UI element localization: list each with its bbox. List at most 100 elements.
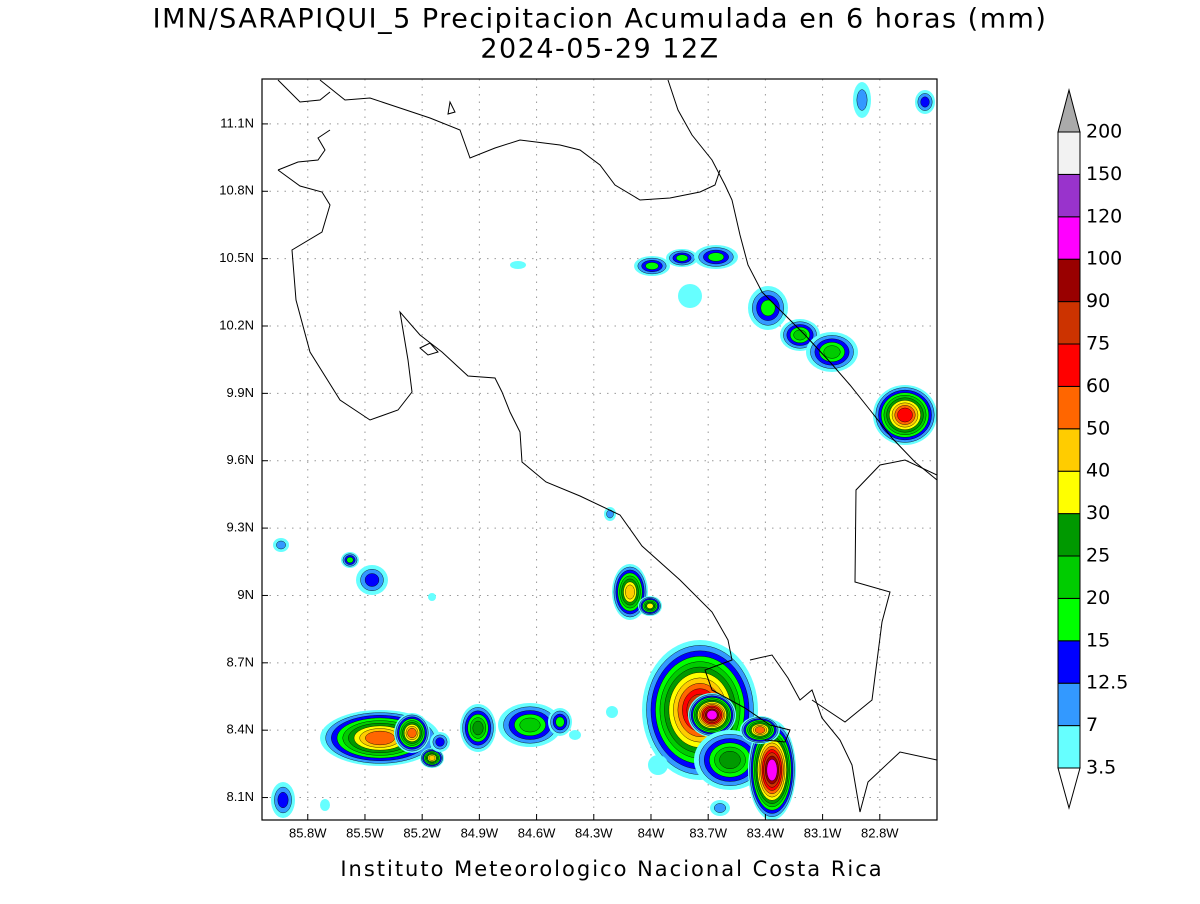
x-tick-label: 85.2W [403, 825, 441, 840]
colorbar-label: 150 [1086, 163, 1122, 185]
colorbar-label: 3.5 [1086, 757, 1116, 779]
title: IMN/SARAPIQUI_5 Precipitacion Acumulada … [153, 4, 1048, 35]
colorbar-under [1057, 767, 1081, 810]
subtitle: 2024-05-29 12Z [480, 34, 719, 65]
rain-cell [555, 716, 565, 728]
x-tick-label: 82.8W [861, 825, 899, 840]
x-tick-label: 84.3W [575, 825, 613, 840]
x-tick-label: 84W [638, 825, 665, 840]
rain-cell [365, 730, 395, 746]
rain-cell [707, 252, 725, 262]
rain-cell [645, 262, 659, 270]
rain-cell [754, 726, 766, 734]
x-tick-label: 83.4W [747, 825, 785, 840]
colorbar-box [1057, 470, 1081, 515]
colorbar-box [1057, 301, 1081, 345]
rain-cell [519, 717, 541, 733]
colorbar-label: 200 [1086, 121, 1122, 143]
grid [262, 79, 937, 820]
rain-cell [276, 540, 286, 550]
colorbar-box [1057, 597, 1081, 642]
coastline [667, 79, 937, 481]
colorbar-label: 100 [1086, 248, 1122, 270]
colorbar-box [1057, 428, 1081, 472]
rain-cell [760, 299, 776, 317]
rain-cell [346, 556, 354, 564]
y-tick-label: 9.6N [227, 452, 254, 467]
rain-cell [428, 755, 436, 761]
colorbar-label: 75 [1086, 333, 1110, 355]
rain-cell [428, 593, 436, 601]
colorbar-box [1057, 513, 1081, 557]
colorbar-box [1057, 258, 1081, 303]
x-tick-label: 83.1W [804, 825, 842, 840]
y-tick-label: 8.4N [227, 722, 254, 737]
rain-cell [676, 254, 689, 262]
coastline [319, 79, 721, 201]
rain-cell [678, 284, 702, 308]
colorbar-label: 50 [1086, 417, 1110, 439]
rain-cell [646, 603, 654, 609]
colorbar-over [1057, 88, 1081, 133]
rain-cell [706, 710, 718, 720]
colorbar-box [1057, 173, 1081, 218]
rain-cell [897, 407, 913, 423]
coastlines [277, 79, 937, 813]
rain-cell [472, 720, 484, 736]
x-tick-label: 83.7W [689, 825, 727, 840]
colorbar-box [1057, 131, 1081, 175]
y-tick-label: 9.3N [227, 520, 254, 535]
colorbar-label: 120 [1086, 205, 1122, 227]
colorbar-box [1057, 343, 1081, 387]
rain-cell [625, 584, 635, 600]
colorbar-label: 20 [1086, 587, 1110, 609]
x-tick-label: 85.8W [289, 825, 327, 840]
precipitation [271, 82, 937, 820]
colorbar-label: 15 [1086, 629, 1110, 651]
y-tick-label: 9N [237, 587, 254, 602]
colorbar-box [1057, 555, 1081, 599]
plot-frame [261, 78, 938, 821]
rain-cell [648, 755, 668, 775]
colorbar: 3.5 7 12.5 15 20 25 30 40 50 60 75 90 100 120 150 200 [1057, 88, 1128, 810]
y-tick-label: 10.8N [219, 183, 254, 198]
colorbar-box [1057, 640, 1081, 684]
coastline [749, 654, 937, 813]
rain-cell [766, 759, 778, 781]
rain-cell [277, 792, 289, 809]
x-tick-label: 85.5W [346, 825, 384, 840]
y-tick-label: 8.1N [227, 789, 254, 804]
rain-cell [856, 89, 868, 111]
coastline [811, 459, 937, 723]
coastline [277, 79, 791, 743]
y-tick-label: 10.5N [219, 250, 254, 265]
y-tick-label: 11.1N [220, 115, 254, 130]
rain-cell [320, 799, 330, 811]
y-tick-label: 10.2N [219, 317, 254, 332]
colorbar-box [1057, 682, 1081, 727]
colorbar-label: 40 [1086, 460, 1110, 482]
rain-cell [364, 573, 380, 587]
colorbar-label: 25 [1086, 545, 1110, 567]
colorbar-label: 7 [1086, 714, 1098, 736]
y-tick-label: 8.7N [227, 654, 254, 669]
rain-cell [606, 706, 618, 718]
rain-cell [407, 727, 417, 739]
x-tick-label: 84.6W [518, 825, 556, 840]
colorbar-label: 30 [1086, 502, 1110, 524]
rain-cell [714, 803, 726, 813]
x-tick-label: 84.9W [461, 825, 499, 840]
colorbar-box [1057, 385, 1081, 430]
colorbar-box [1057, 725, 1081, 769]
colorbar-label: 90 [1086, 290, 1110, 312]
rain-cell [435, 737, 445, 747]
colorbar-label: 60 [1086, 375, 1110, 397]
rain-cell [920, 96, 930, 108]
rain-cell [823, 345, 841, 359]
rain-cell [569, 730, 581, 740]
rain-cell [719, 751, 741, 769]
y-tick-label: 9.9N [227, 385, 254, 400]
footer: Instituto Meteorologico Nacional Costa R… [340, 857, 883, 881]
colorbar-box [1057, 216, 1081, 260]
